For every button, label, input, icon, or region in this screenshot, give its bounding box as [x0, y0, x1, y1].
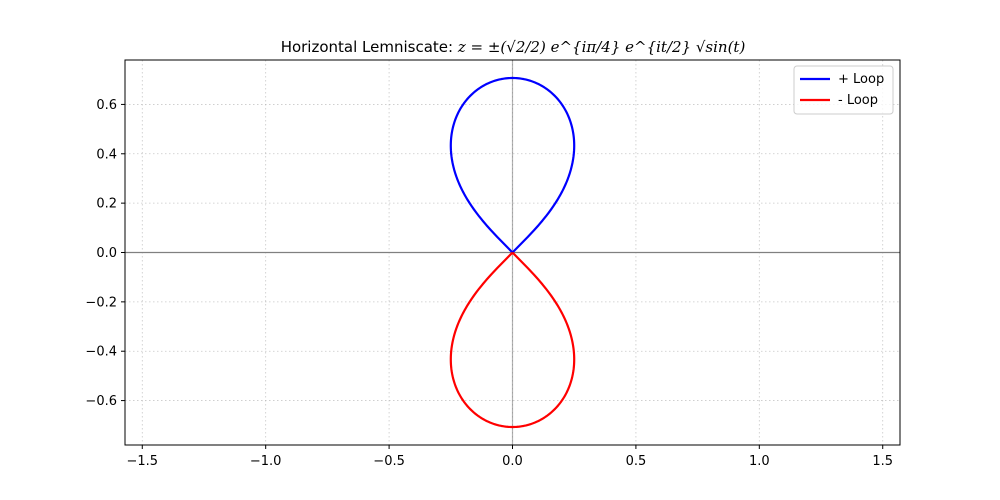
x-axis-ticks: −1.5 −1.0 −0.5 0.0 0.5 1.0 1.5 [126, 445, 893, 469]
legend-label-minus-loop: - Loop [838, 93, 878, 108]
series-lines [449, 76, 576, 429]
legend-label-plus-loop: + Loop [838, 72, 884, 87]
x-tick-label: 0.0 [502, 454, 523, 469]
legend: + Loop - Loop [793, 65, 894, 115]
y-tick-label: 0.2 [96, 197, 117, 212]
x-tick-label: −1.5 [126, 454, 158, 469]
y-tick-label: 0.6 [96, 98, 117, 113]
y-tick-label: −0.2 [85, 295, 117, 310]
x-tick-label: 1.5 [872, 454, 893, 469]
y-tick-label: −0.6 [85, 394, 117, 409]
y-tick-label: −0.4 [85, 345, 117, 360]
chart-title-prefix: Horizontal Lemniscate: [281, 38, 458, 56]
x-tick-label: −1.0 [250, 454, 282, 469]
chart-title-formula: z = ±(√2/2) e^{iπ/4} e^{it/2} √sin(t) [457, 38, 746, 56]
series-plus-loop [449, 76, 576, 254]
series-minus-loop [449, 251, 576, 429]
chart-title: Horizontal Lemniscate: z = ±(√2/2) e^{iπ… [281, 38, 746, 56]
x-tick-label: 0.5 [626, 454, 647, 469]
y-tick-label: 0.4 [96, 147, 117, 162]
x-tick-label: 1.0 [749, 454, 770, 469]
x-tick-label: −0.5 [373, 454, 405, 469]
y-axis-ticks: −0.6 −0.4 −0.2 0.0 0.2 0.4 0.6 [85, 98, 125, 409]
y-tick-label: 0.0 [96, 246, 117, 261]
